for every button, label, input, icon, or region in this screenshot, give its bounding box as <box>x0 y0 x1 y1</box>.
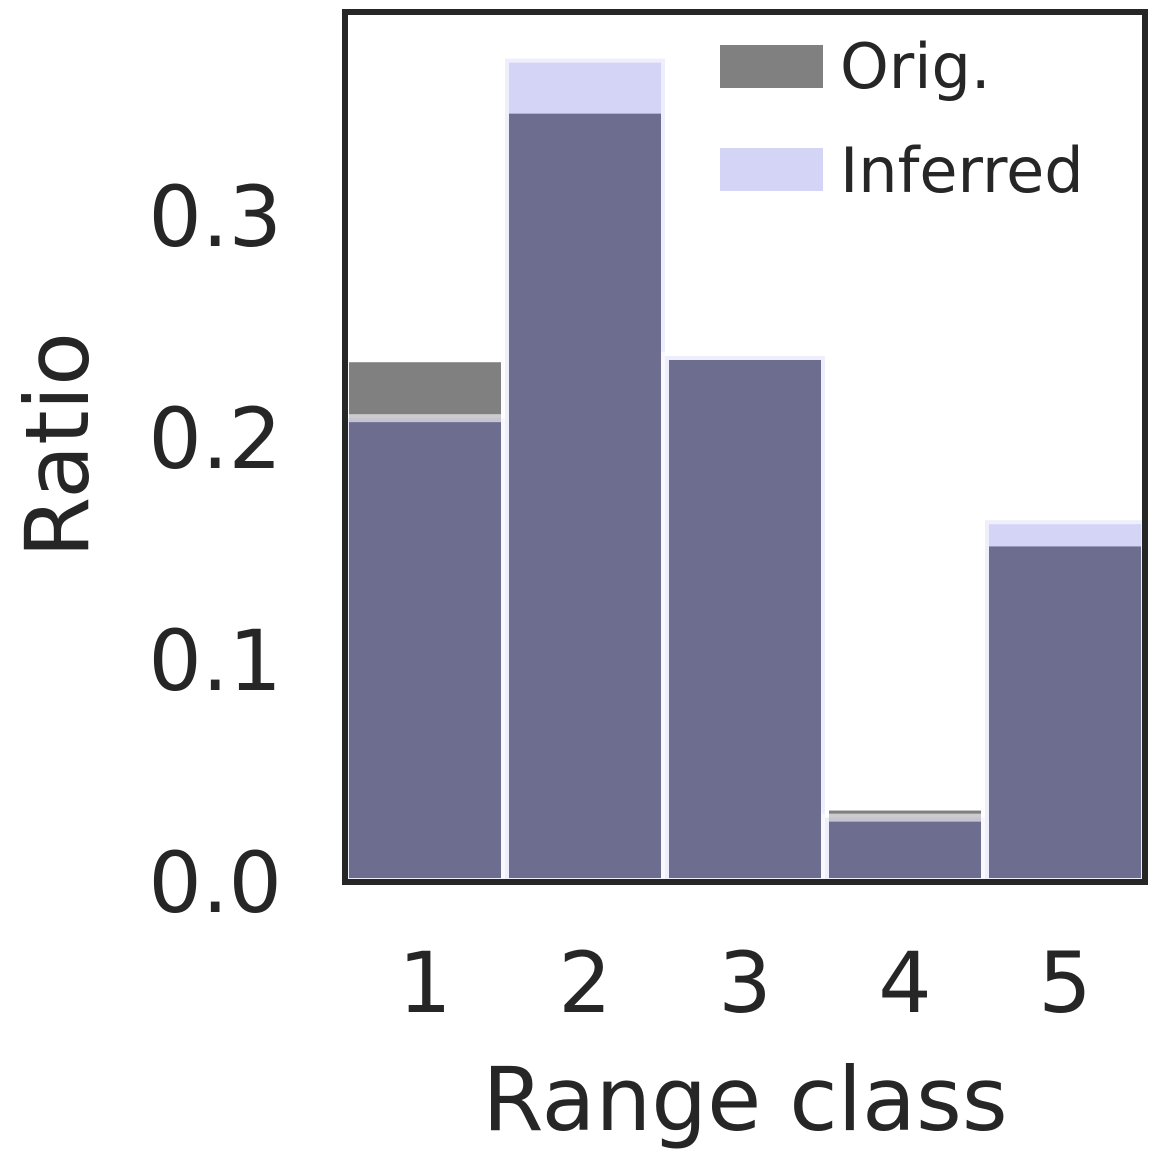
y-tick-label: 0.1 <box>148 612 282 710</box>
x-ticks: 1 2 3 4 5 <box>398 934 1091 1032</box>
legend-swatch-orig <box>720 45 823 88</box>
x-tick-label: 1 <box>398 934 451 1032</box>
x-tick-label: 4 <box>878 934 931 1032</box>
x-axis-label: Range class <box>482 1048 1007 1151</box>
x-tick-label: 3 <box>718 934 771 1032</box>
bar-orig-2 <box>501 105 669 886</box>
plot-frame <box>342 9 1148 885</box>
legend: Orig. Inferred <box>720 30 1084 207</box>
bar-inferred-1 <box>341 414 509 886</box>
y-tick-label: 0.0 <box>148 834 282 932</box>
legend-swatch-inferred <box>720 148 823 191</box>
y-tick-label: 0.3 <box>148 168 282 266</box>
bar-inferred-4 <box>821 813 989 886</box>
x-tick-label: 5 <box>1038 934 1091 1032</box>
bar-inferred-5 <box>981 516 1149 886</box>
legend-label-inferred: Inferred <box>840 134 1084 207</box>
bar-inferred-2 <box>501 54 669 887</box>
legend-label-orig: Orig. <box>840 30 991 103</box>
bars <box>341 54 1149 887</box>
y-axis-label: Ratio <box>6 332 109 558</box>
bar-inferred-3 <box>661 352 829 886</box>
y-tick-label: 0.2 <box>148 390 282 488</box>
y-ticks: 0.0 0.1 0.2 0.3 <box>148 168 282 932</box>
x-tick-label: 2 <box>558 934 611 1032</box>
